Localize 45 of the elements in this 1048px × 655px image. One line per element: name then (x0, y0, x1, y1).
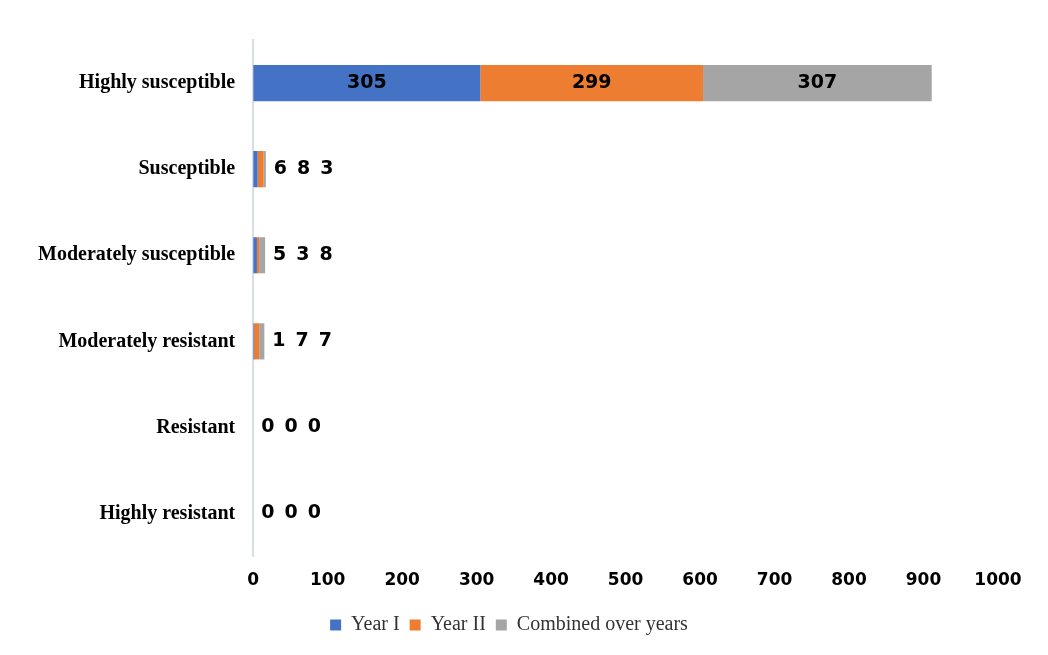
x-tick-label: 100 (309, 569, 346, 590)
data-label: 0 (284, 414, 298, 437)
data-label: 6 (273, 156, 288, 179)
x-tick-label: 200 (384, 569, 421, 590)
legend-label: Year I (351, 612, 400, 635)
x-tick-label: 0 (247, 569, 260, 590)
y-tick-label: Moderately susceptible (38, 242, 236, 266)
data-label: 7 (295, 328, 309, 351)
data-label: 8 (297, 156, 311, 179)
data-label: 0 (307, 500, 321, 523)
x-tick-label: 600 (682, 569, 718, 590)
y-tick-label: Highly susceptible (79, 70, 236, 94)
data-label: 3 (320, 156, 334, 179)
data-label: 305 (346, 69, 387, 92)
x-tick-label: 900 (905, 569, 942, 590)
data-label: 0 (307, 414, 321, 437)
x-tick-label: 1000 (974, 569, 1022, 590)
x-tick-label: 800 (831, 569, 867, 590)
y-tick-label: Susceptible (138, 156, 236, 180)
bar (253, 323, 260, 360)
data-label: 1 (272, 328, 286, 351)
data-label: 8 (319, 242, 333, 265)
data-label: 5 (273, 242, 287, 265)
data-label: 3 (296, 242, 310, 265)
data-label: 7 (318, 328, 333, 351)
data-label: 0 (284, 500, 298, 523)
bar (253, 64, 481, 102)
x-tick-label: 400 (533, 569, 570, 590)
x-tick-label: 700 (756, 569, 793, 590)
data-label: 307 (797, 69, 838, 92)
bar (480, 64, 704, 102)
data-label: 0 (261, 500, 275, 523)
data-label: 0 (261, 414, 275, 437)
bar (703, 64, 932, 102)
data-label: 299 (571, 69, 612, 92)
y-tick-label: Moderately resistant (58, 328, 236, 352)
bar (259, 237, 266, 274)
y-tick-label: Resistant (156, 414, 236, 437)
bar (259, 323, 265, 360)
y-tick-label: Highly resistant (99, 500, 236, 524)
legend-label: Combined over years (516, 612, 689, 636)
bar (257, 151, 264, 188)
x-tick-label: 500 (607, 569, 644, 590)
x-tick-label: 300 (458, 569, 495, 590)
legend-label: Year II (430, 612, 486, 635)
